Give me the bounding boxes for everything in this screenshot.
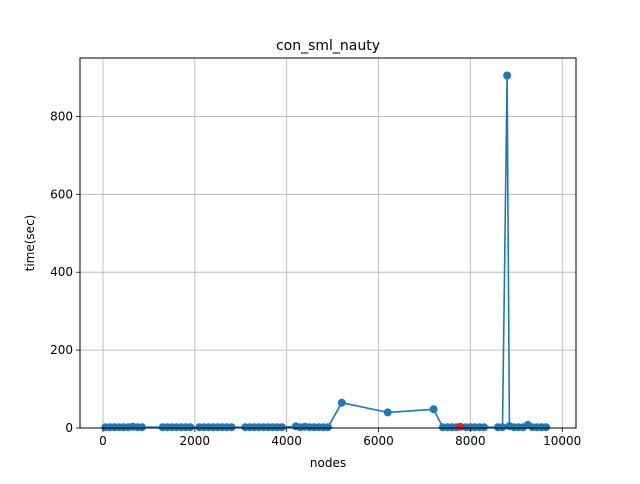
data-point <box>337 398 346 407</box>
y-tick-label: 200 <box>50 343 73 357</box>
x-tick-label: 10000 <box>543 434 581 448</box>
plot-area <box>80 58 576 428</box>
data-point <box>503 71 512 80</box>
grid <box>80 58 576 429</box>
x-tick-label: 0 <box>99 434 107 448</box>
highlight-point <box>456 422 465 431</box>
x-axis-label: nodes <box>310 456 346 470</box>
data-point <box>480 423 489 432</box>
data-point <box>383 408 392 417</box>
y-tick-label: 600 <box>50 187 73 201</box>
x-tick-label: 2000 <box>180 434 211 448</box>
data-point <box>278 423 287 432</box>
series-layer <box>101 71 551 432</box>
data-point <box>138 423 146 432</box>
x-tick-label: 6000 <box>363 434 394 448</box>
data-point <box>498 423 507 432</box>
x-tick-label: 4000 <box>271 434 302 448</box>
data-point <box>542 423 551 432</box>
y-tick-label: 0 <box>65 421 73 435</box>
x-tick-label: 8000 <box>455 434 486 448</box>
y-tick-label: 800 <box>50 109 73 123</box>
y-axis-label: time(sec) <box>23 215 37 272</box>
data-point <box>186 423 195 432</box>
plot-frame <box>79 57 577 429</box>
data-point <box>324 423 332 432</box>
data-point <box>429 405 438 414</box>
x-axis: 0 2000 4000 6000 8000 10000 <box>99 428 581 448</box>
data-point <box>227 423 236 432</box>
chart-title: con_sml_nauty <box>276 38 380 54</box>
y-tick-label: 400 <box>50 265 73 279</box>
y-axis: 0 200 400 600 800 <box>50 109 80 435</box>
